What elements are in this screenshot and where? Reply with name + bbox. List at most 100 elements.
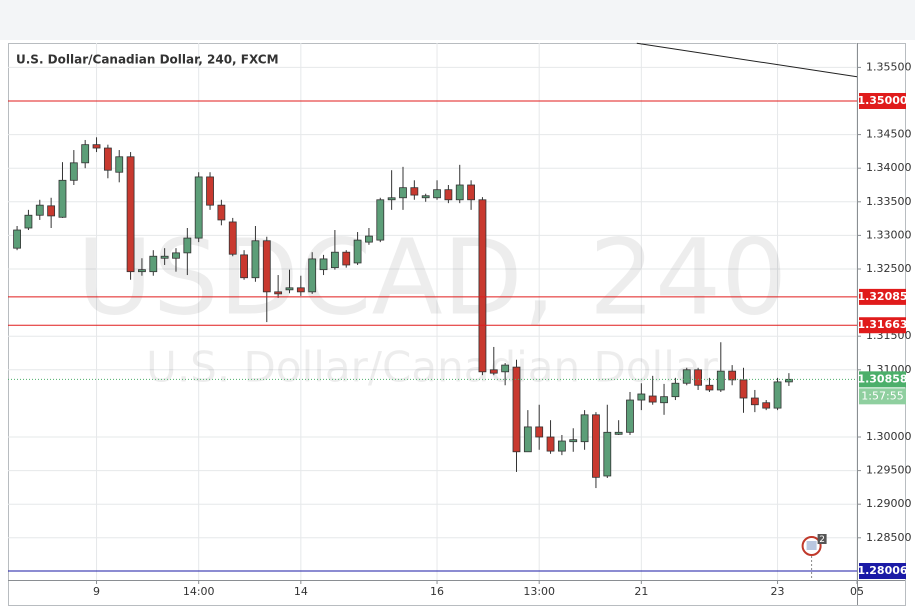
candle-body: [274, 291, 283, 295]
level-label-box: [859, 92, 906, 109]
candle-body: [535, 426, 544, 438]
candle-body: [240, 254, 248, 279]
event-count: 2: [819, 535, 825, 545]
countdown-label: 1:57:55: [861, 389, 903, 402]
candle-body: [251, 240, 260, 279]
candle-body: [523, 426, 532, 453]
candle-body: [92, 144, 101, 149]
candle-body: [637, 393, 646, 401]
candle-body: [387, 197, 396, 201]
x-tick-label: 05: [850, 585, 864, 598]
candle-body: [501, 364, 510, 373]
candle-body: [160, 255, 169, 259]
candle-body: [546, 436, 555, 452]
candle-body: [138, 269, 146, 273]
trendline: [636, 42, 858, 78]
candle-body: [308, 258, 317, 293]
candle-body: [455, 184, 464, 201]
candle-body: [671, 382, 680, 398]
candle-body: [569, 439, 578, 443]
candle-body: [762, 402, 771, 409]
candle-body: [489, 369, 498, 374]
candle-body: [183, 237, 192, 254]
candle-body: [410, 187, 419, 196]
candle-body: [705, 384, 714, 391]
candle-body: [228, 221, 237, 255]
candle-body: [603, 431, 612, 477]
toolbar: [0, 0, 915, 40]
candle-body: [512, 366, 521, 453]
candle-body: [648, 395, 657, 403]
candle-body: [13, 229, 21, 249]
candle-body: [353, 239, 362, 264]
y-tick-label: 1.34500: [866, 128, 912, 141]
candle-body: [342, 251, 351, 266]
chart-frame: [8, 43, 906, 606]
candle-body: [172, 252, 180, 259]
candle-body: [614, 431, 623, 435]
x-tick-label: 14:00: [183, 585, 215, 598]
candle-body: [217, 204, 226, 221]
candle-body: [262, 240, 271, 293]
candle-body: [592, 414, 600, 478]
candle-body: [444, 189, 453, 201]
plot: 2: [8, 42, 858, 580]
candle-body: [660, 396, 668, 404]
candle-body: [24, 214, 33, 229]
candle-body: [81, 144, 90, 164]
candle-body: [467, 184, 475, 201]
candle-body: [478, 199, 487, 373]
candle-body: [285, 287, 294, 291]
candle-body: [69, 162, 78, 181]
candle-body: [103, 147, 112, 171]
x-tick-label: 23: [771, 585, 785, 598]
x-tick-label: 13:00: [523, 585, 555, 598]
level-label-box: [859, 317, 906, 334]
candle-body: [557, 440, 566, 452]
candle-body: [206, 176, 214, 206]
y-tick-label: 1.32500: [866, 262, 912, 275]
level-label: 1.31663: [857, 318, 907, 331]
level-label: 1.35000: [857, 94, 907, 107]
candle-body: [58, 179, 67, 218]
axes: 1.35500 1.34500 1.34000 1.33500 1.33000 1.325…: [93, 60, 911, 598]
candle-body: [433, 189, 441, 199]
candle-body: [773, 381, 782, 409]
current-price-label: 1.30858: [857, 372, 907, 385]
watermark-subtitle: U.S. Dollar/Canadian Dollar: [146, 343, 719, 392]
candle-body: [47, 205, 56, 217]
candle-body: [115, 156, 124, 173]
candle-body: [296, 287, 305, 293]
event-flag-stripes: [806, 541, 817, 550]
x-tick-label: 16: [430, 585, 444, 598]
level-label: 1.28006: [857, 564, 907, 577]
candle-body: [694, 369, 702, 386]
level-label-box: [859, 562, 906, 579]
candle-body: [194, 176, 203, 239]
candle-body: [682, 369, 691, 384]
candle-body: [728, 370, 737, 381]
candle-body: [399, 187, 407, 199]
y-tick-label: 1.33000: [866, 228, 912, 241]
x-tick-label: 21: [634, 585, 648, 598]
candle-body: [319, 258, 328, 271]
candle-body: [626, 399, 634, 433]
level-label-box: [859, 288, 906, 305]
candle-body: [365, 235, 373, 243]
candle-body: [739, 379, 748, 399]
candle-body: [421, 195, 430, 199]
watermark-layer: USDCAD, 240 U.S. Dollar/Canadian Dollar: [77, 216, 788, 391]
watermark: USDCAD, 240: [77, 216, 788, 338]
candle-body: [149, 255, 158, 273]
candle-body: [580, 414, 589, 443]
y-tick-label: 1.33500: [866, 195, 912, 208]
level-label: 1.32085: [857, 290, 907, 303]
candle-body: [330, 251, 339, 269]
y-tick-label: 1.29500: [866, 464, 912, 477]
chart-title: U.S. Dollar/Canadian Dollar, 240, FXCM: [16, 53, 279, 67]
candle-body: [716, 370, 725, 391]
y-tick-label: 1.34000: [866, 161, 912, 174]
current-price-box: [859, 371, 906, 388]
x-tick-label: 9: [93, 585, 100, 598]
